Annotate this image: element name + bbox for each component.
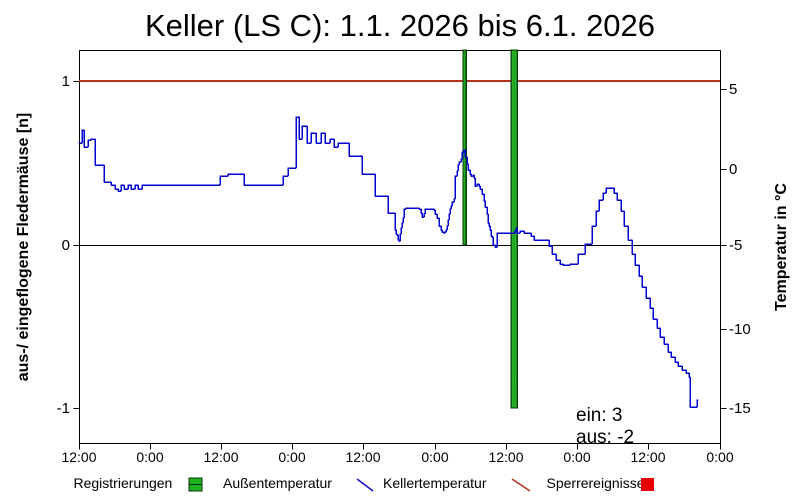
svg-text:Außentemperatur: Außentemperatur	[223, 475, 332, 491]
svg-text:Registrierungen: Registrierungen	[74, 475, 173, 491]
svg-text:Kellertemperatur: Kellertemperatur	[383, 475, 487, 491]
svg-text:Sperrereignisse: Sperrereignisse	[547, 475, 645, 491]
